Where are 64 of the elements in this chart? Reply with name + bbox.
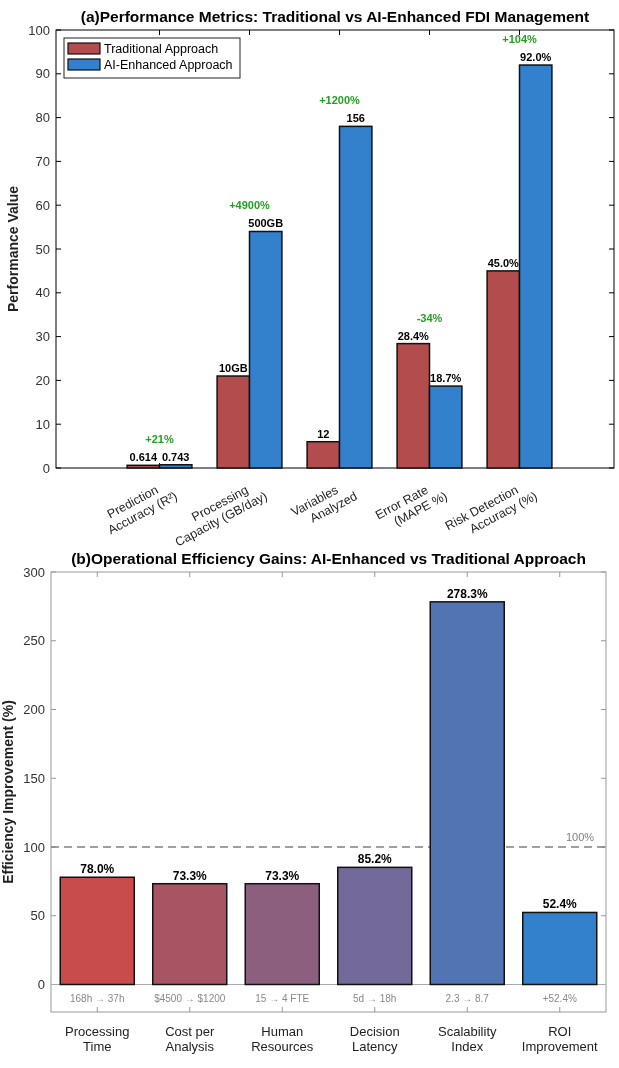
- y-tick-label: 90: [35, 66, 50, 82]
- annotation: +104%: [502, 33, 537, 46]
- y-tick-label: 70: [35, 153, 50, 169]
- chart-title: (a)Performance Metrics: Traditional vs AI-Enhanced FDI Management: [80, 8, 590, 25]
- annotation: 10GB: [218, 362, 248, 375]
- y-axis-title: Performance Value: [5, 185, 21, 313]
- y-tick-label: 300: [23, 564, 45, 580]
- data-label: 28.4%: [397, 329, 430, 342]
- y-tick-label: 100: [28, 22, 50, 38]
- y-tick-label: 50: [35, 241, 50, 257]
- y-tick-label: 10: [35, 416, 50, 432]
- annotation: 5d → 18h: [353, 992, 397, 1004]
- y-tick-label: 40: [35, 285, 50, 301]
- y-tick-label: 60: [35, 197, 50, 213]
- bar: [152, 882, 228, 986]
- annotation: $4500 → $1200: [154, 992, 226, 1004]
- annotation: +4900%: [229, 199, 271, 212]
- y-tick-label: 200: [23, 702, 45, 718]
- bar: [59, 876, 135, 986]
- data-label: 0.743: [161, 450, 190, 463]
- data-label: 52.4%: [542, 897, 578, 912]
- data-label: 85.2%: [357, 852, 393, 867]
- y-tick-label: 50: [30, 908, 45, 924]
- x-tick-label: Processing Time: [65, 1023, 130, 1054]
- data-label: 73.3%: [265, 868, 300, 883]
- data-label: 18.7%: [430, 372, 462, 385]
- legend-label: Traditional Approach: [104, 42, 219, 57]
- y-tick-label: 250: [23, 633, 45, 649]
- annotation: +1200%: [319, 94, 361, 107]
- annotation: 15 → 4 FTE: [255, 992, 310, 1004]
- annotation: 500GB: [248, 217, 284, 230]
- data-label: 278.3%: [446, 586, 488, 601]
- y-tick-label: 0: [37, 977, 45, 993]
- data-label: 78.0%: [80, 862, 115, 877]
- y-tick-label: 20: [35, 372, 50, 388]
- x-tick-label: ROI Improvement: [521, 1023, 599, 1054]
- ref-line-label: 100%: [565, 831, 595, 843]
- bar: [337, 866, 413, 986]
- x-tick-label: Cost per Analysis: [165, 1023, 215, 1054]
- annotation: +52.4%: [542, 992, 577, 1004]
- annotation: 168h → 37h: [70, 992, 125, 1004]
- chart-title: (b)Operational Efficiency Gains: AI-Enhanced vs Traditional Approach: [71, 550, 586, 567]
- annotation: 156: [346, 112, 365, 125]
- annotation: 2.3 → 8.7: [445, 992, 490, 1004]
- y-tick-label: 100: [23, 839, 45, 855]
- data-label: 0.614: [129, 451, 158, 464]
- annotation: 12: [317, 427, 330, 440]
- data-label: 73.3%: [172, 868, 208, 883]
- x-tick-label: Human Resources: [251, 1023, 314, 1054]
- y-tick-label: 0: [42, 460, 50, 476]
- y-tick-label: 150: [23, 770, 45, 786]
- y-tick-label: 80: [35, 110, 50, 126]
- annotation: -34%: [416, 311, 443, 324]
- x-tick-label: Scalability Index: [437, 1023, 498, 1054]
- data-label: 45.0%: [487, 256, 520, 269]
- annotation: +21%: [145, 432, 174, 445]
- bar: [429, 601, 505, 986]
- bar: [244, 882, 320, 986]
- x-tick-label: Decision Latency: [349, 1023, 400, 1054]
- data-label: 92.0%: [520, 51, 552, 64]
- bar: [522, 911, 598, 986]
- y-axis-title: Efficiency Improvement (%): [0, 700, 16, 884]
- y-tick-label: 30: [35, 329, 50, 345]
- legend-label: AI-Enhanced Approach: [104, 58, 233, 73]
